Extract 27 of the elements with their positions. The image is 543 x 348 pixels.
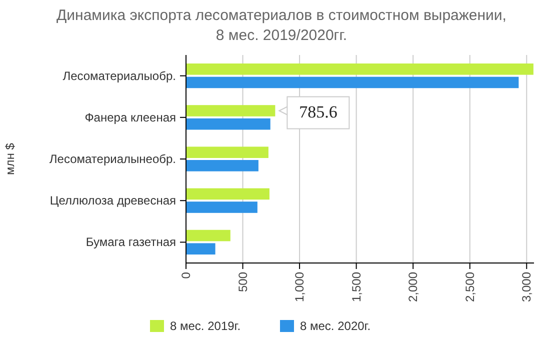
y-tick-label: Лесоматериалынеобр. [49,152,176,166]
x-tick-label: 1,000 [292,272,307,302]
y-tick-label: Фанера клееная [84,110,176,124]
chart-title: Динамика экспорта лесоматериалов в стоимостном выражении, 8 мес. 2019/2020гг. [56,7,506,44]
bar [186,202,258,213]
bar [186,188,270,200]
x-tick-label: 3,000 [520,272,534,302]
legend-label: 8 мес. 2019г. [170,319,241,333]
bar [186,146,268,158]
x-tick-label: 2,000 [406,272,420,302]
x-tick-label: 2,500 [462,272,477,302]
legend-label: 8 мес. 2020г. [300,319,371,333]
bar [186,160,258,172]
y-tick-label: Целлюлоза древесная [50,194,176,208]
bar [186,230,230,242]
bar [186,76,519,88]
annotation: 785.6 [299,102,338,122]
x-tick-label: 0 [179,272,193,279]
x-tick-label: 500 [236,272,250,292]
y-axis-title: млн $ [3,142,17,175]
x-tick-label: 1,500 [349,272,364,302]
bar [186,118,270,130]
bar [186,63,534,75]
bar [186,243,216,255]
bar [186,105,276,116]
y-tick-label: Лесоматериалыобр. [62,68,176,83]
y-tick-label: Бумага газетная [86,235,176,250]
